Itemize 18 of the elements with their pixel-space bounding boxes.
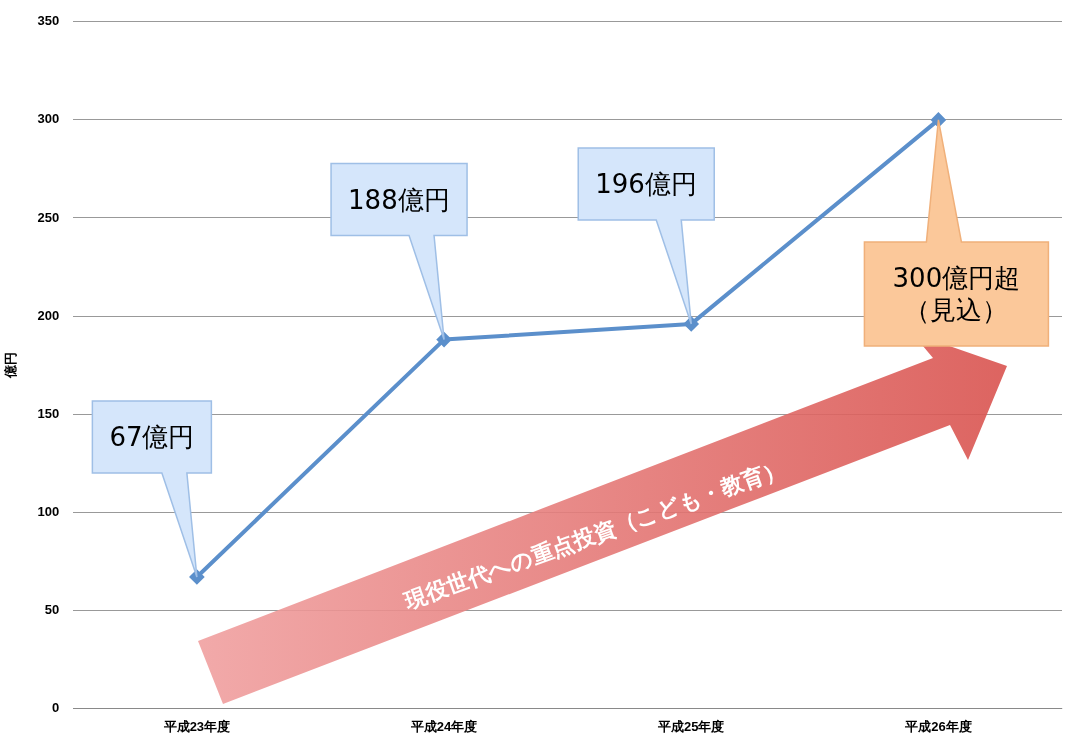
y-tick-label: 150: [37, 405, 60, 421]
annotation: 現役世代への重点投資（こども・教育）: [401, 454, 789, 616]
x-tick-label: 平成23年度: [162, 718, 231, 734]
y-tick-label: 300: [37, 111, 60, 127]
y-tick-label: 0: [52, 699, 60, 715]
x-tick-label: 平成25年度: [657, 718, 725, 734]
y-tick-label: 100: [37, 503, 60, 519]
text: 67億円: [109, 421, 195, 452]
x-tick-label: 平成24年度: [409, 718, 478, 734]
y-tick-label: 350: [37, 13, 60, 29]
text: 300億円超（見込）: [892, 262, 1021, 325]
y-axis-title: 億円: [3, 352, 19, 380]
y-tick-label: 250: [37, 209, 60, 225]
text: 196億円: [595, 168, 697, 199]
text: 188億円: [348, 184, 450, 215]
x-tick-label: 平成26年度: [904, 718, 972, 734]
y-tick-label: 200: [37, 307, 60, 323]
y-tick-label: 50: [44, 601, 60, 617]
